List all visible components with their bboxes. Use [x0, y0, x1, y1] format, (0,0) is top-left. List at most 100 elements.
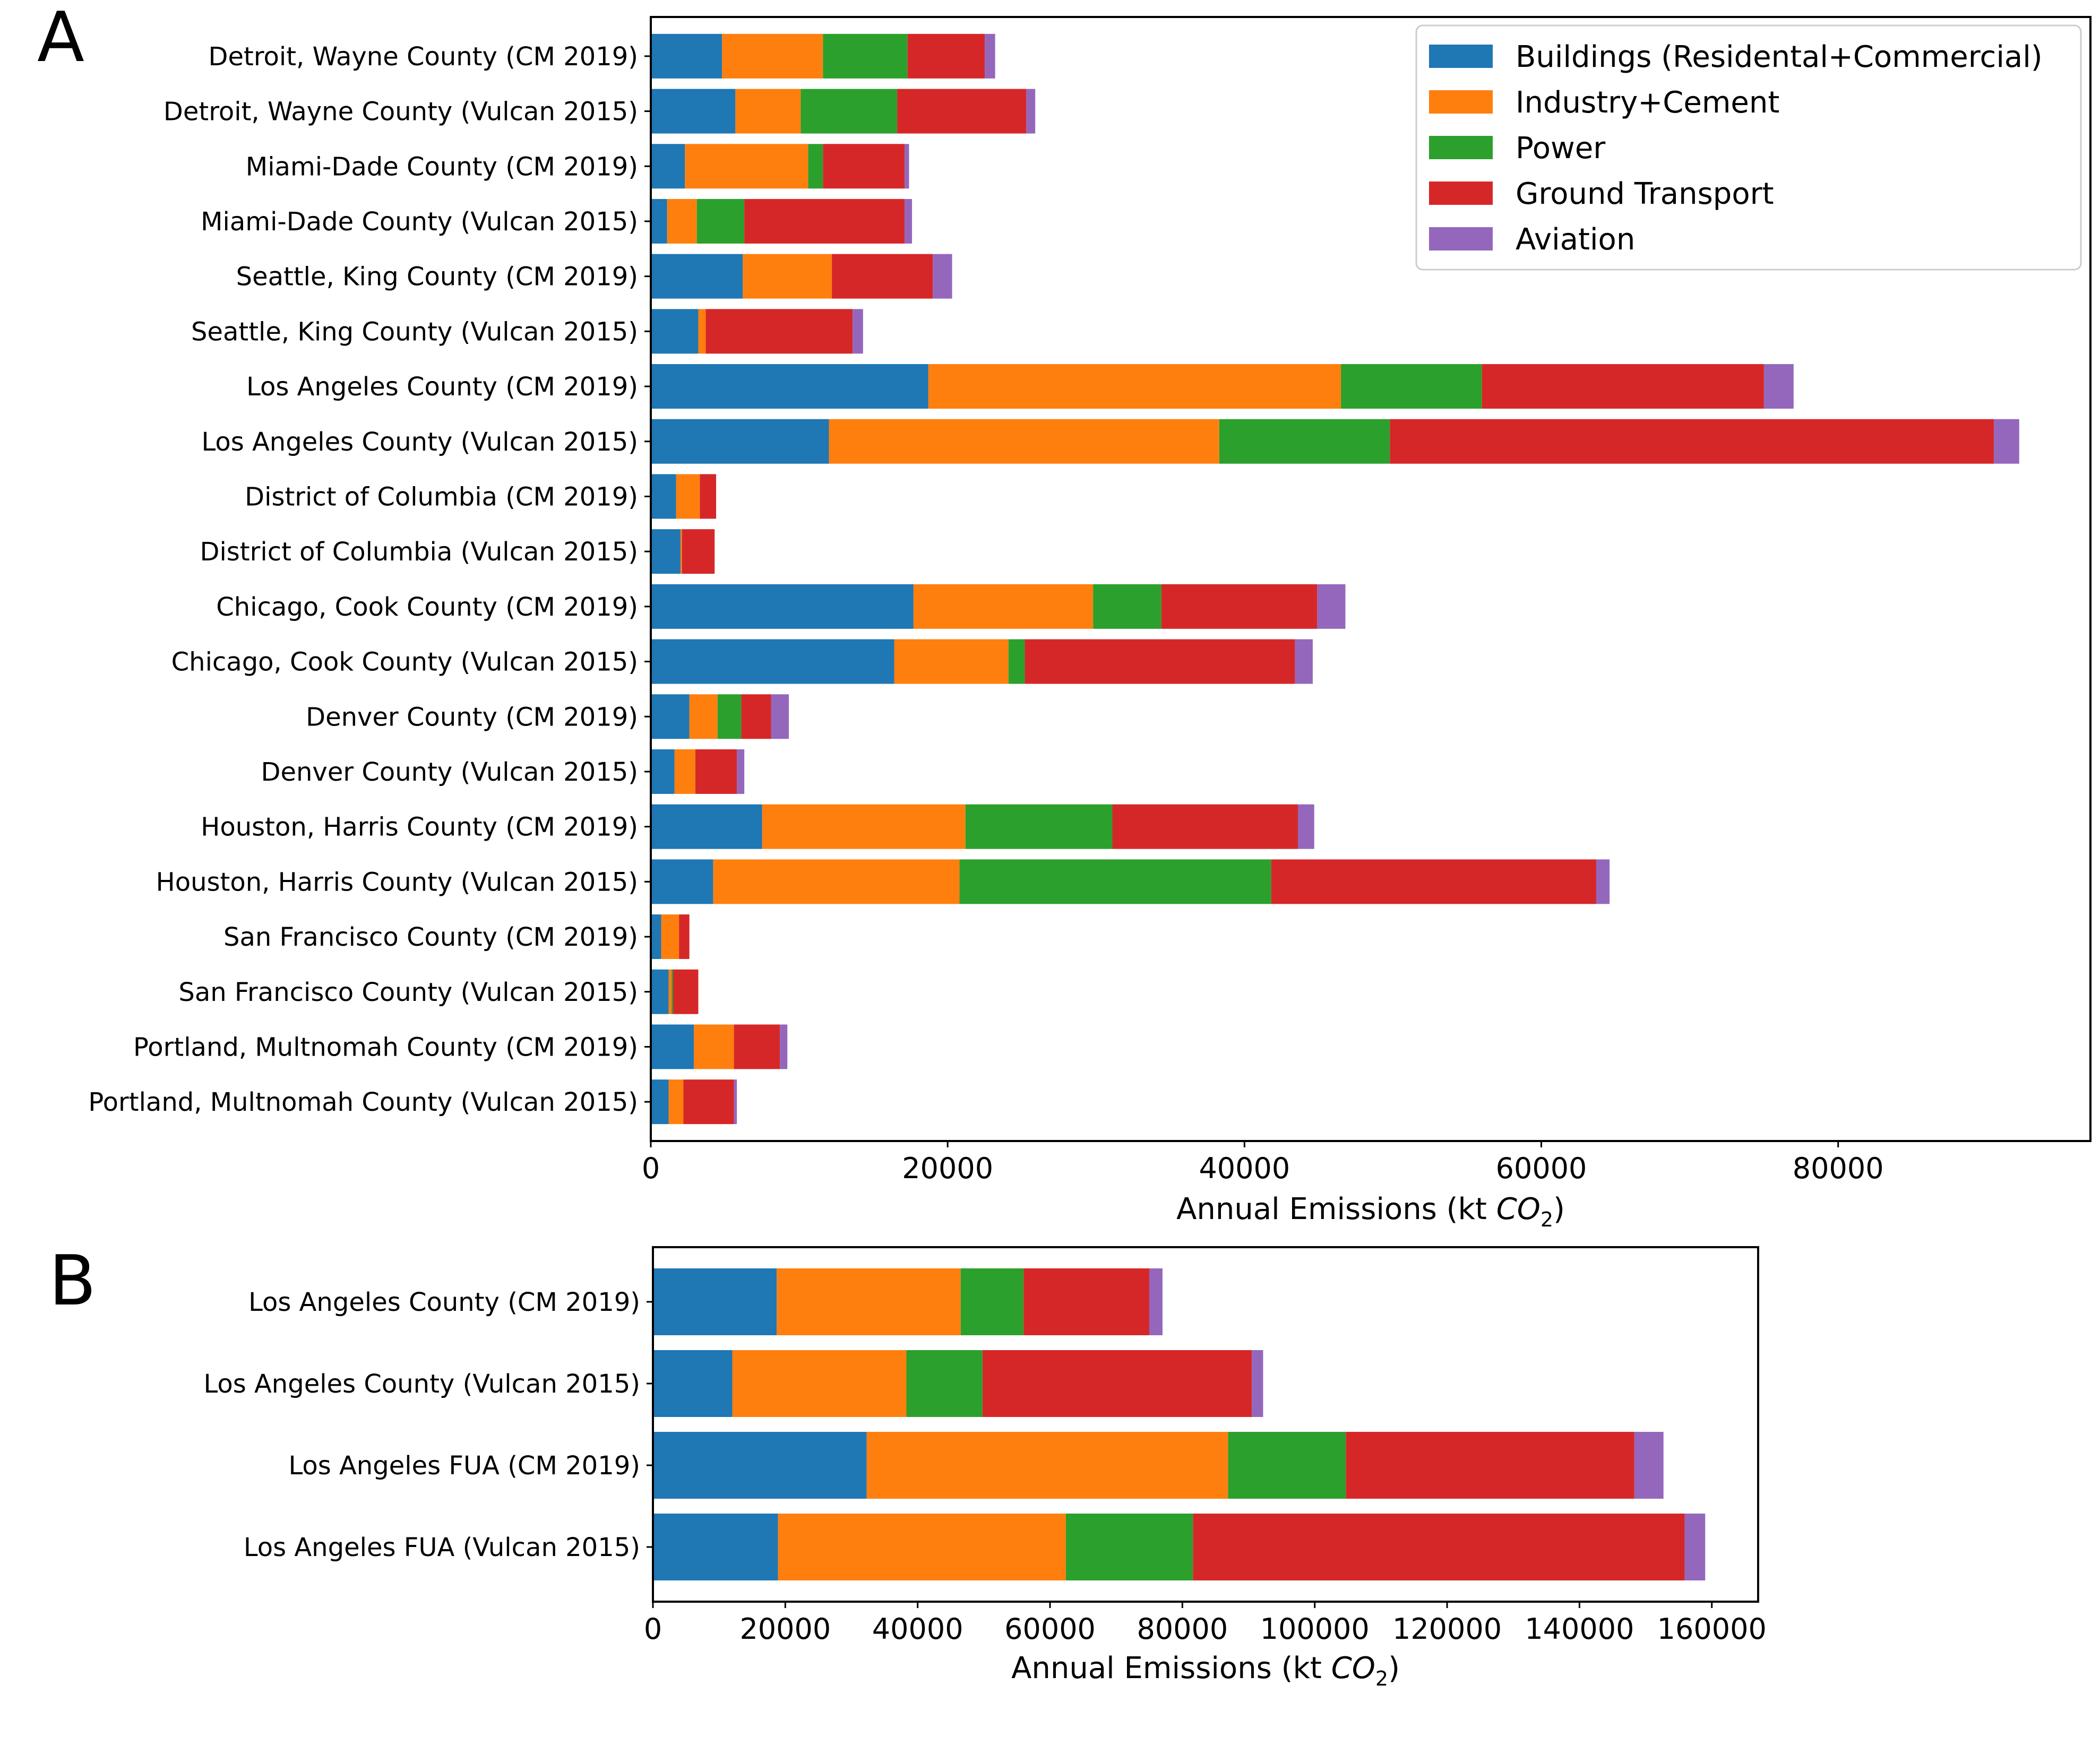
panel-a-x-axis-label: Annual Emissions (kt CO2)	[1176, 1192, 1565, 1231]
bar-segment-buildings	[651, 364, 928, 409]
x-tick-label: 0	[642, 1152, 660, 1185]
x-tick-label: 20000	[902, 1152, 993, 1185]
bar-segment-aviation	[1252, 1350, 1263, 1417]
x-tick-label: 100000	[1260, 1612, 1370, 1646]
legend-swatch-aviation	[1429, 227, 1493, 250]
bar-segment-industry	[676, 474, 700, 519]
bar-segment-aviation	[1684, 1514, 1706, 1580]
bar-segment-aviation	[1763, 364, 1794, 409]
bar-segment-buildings	[653, 1350, 733, 1417]
bar-segment-ground-transport	[741, 694, 771, 739]
bar-segment-buildings	[651, 1024, 694, 1069]
x-tick-label: 120000	[1392, 1612, 1502, 1646]
y-tick-label: Los Angeles County (CM 2019)	[246, 372, 638, 402]
bar-segment-aviation	[1994, 419, 2019, 464]
legend-label-aviation: Aviation	[1516, 222, 1635, 257]
bar-segment-industry	[913, 584, 1094, 629]
bar-segment-industry	[778, 1514, 1066, 1580]
x-tick-label: 0	[644, 1612, 662, 1646]
x-tick-label: 160000	[1657, 1612, 1767, 1646]
bar-segment-buildings	[651, 694, 690, 739]
bar-segment-aviation	[985, 33, 995, 79]
legend-swatch-power	[1429, 136, 1493, 159]
bar-segment-industry	[689, 694, 718, 739]
y-tick-label: Houston, Harris County (CM 2019)	[201, 813, 638, 842]
y-tick-label: Seattle, King County (Vulcan 2015)	[191, 317, 638, 347]
x-tick-label: 40000	[1199, 1152, 1290, 1185]
bar-segment-power	[823, 33, 908, 79]
bar-segment-buildings	[651, 1079, 669, 1125]
bar-segment-ground-transport	[823, 144, 905, 189]
bar-segment-industry	[829, 419, 1219, 464]
y-tick-label: Los Angeles County (Vulcan 2015)	[201, 427, 638, 457]
bar-segment-aviation	[771, 694, 789, 739]
panel-b-x-axis-label: Annual Emissions (kt CO2)	[1011, 1651, 1400, 1690]
panel-b-frame	[652, 1246, 1759, 1603]
bar-segment-industry	[743, 254, 832, 299]
y-tick-label: Los Angeles County (Vulcan 2015)	[203, 1369, 640, 1399]
bar-segment-ground-transport	[1025, 639, 1295, 684]
bar-segment-ground-transport	[734, 1024, 780, 1069]
bar-segment-power	[906, 1350, 983, 1417]
x-tick-label: 60000	[1004, 1612, 1096, 1646]
bar-segment-industry	[713, 859, 960, 904]
bar-segment-aviation	[1596, 859, 1610, 904]
y-tick-label: Miami-Dade County (CM 2019)	[246, 152, 638, 182]
bar-segment-power	[1228, 1432, 1346, 1499]
bar-segment-industry	[928, 364, 1341, 409]
bar-segment-industry	[674, 749, 695, 794]
bar-segment-ground-transport	[1482, 364, 1764, 409]
y-tick-label: Denver County (CM 2019)	[306, 702, 638, 732]
bar-segment-aviation	[905, 144, 909, 189]
bar-segment-aviation	[1295, 639, 1313, 684]
y-tick-label: Los Angeles FUA (Vulcan 2015)	[244, 1533, 640, 1562]
bar-segment-aviation	[1026, 89, 1036, 134]
bar-segment-ground-transport	[1112, 804, 1298, 849]
bar-segment-buildings	[651, 33, 722, 79]
bar-segment-ground-transport	[1390, 419, 1994, 464]
bar-segment-ground-transport	[1271, 859, 1596, 904]
bar-segment-power	[1008, 639, 1025, 684]
bar-segment-buildings	[651, 529, 681, 574]
bar-segment-aviation	[853, 309, 863, 354]
bar-segment-industry	[762, 804, 966, 849]
legend-label-power: Power	[1516, 131, 1606, 166]
bar-segment-industry	[668, 969, 672, 1014]
bar-segment-ground-transport	[683, 1079, 734, 1125]
y-tick-label: Chicago, Cook County (Vulcan 2015)	[171, 647, 638, 677]
y-tick-label: Los Angeles FUA (CM 2019)	[288, 1451, 640, 1481]
bar-segment-ground-transport	[1193, 1514, 1685, 1580]
y-tick-label: San Francisco County (Vulcan 2015)	[178, 978, 638, 1007]
legend-swatch-ground-transport	[1429, 182, 1493, 205]
y-tick-label: Chicago, Cook County (CM 2019)	[216, 592, 638, 622]
bar-segment-buildings	[651, 969, 669, 1014]
legend-swatch-buildings	[1429, 45, 1493, 68]
bar-segment-industry	[680, 529, 682, 574]
bar-segment-power	[696, 198, 745, 244]
bar-segment-buildings	[651, 474, 676, 519]
bar-segment-aviation	[905, 198, 913, 244]
legend-box	[1415, 24, 2082, 271]
bar-segment-ground-transport	[832, 254, 933, 299]
legend-swatch-industry	[1429, 90, 1493, 114]
bar-segment-aviation	[780, 1024, 788, 1069]
bar-segment-ground-transport	[1346, 1432, 1634, 1499]
y-tick-label: District of Columbia (Vulcan 2015)	[200, 537, 639, 567]
y-tick-label: Portland, Multnomah County (CM 2019)	[133, 1032, 638, 1062]
y-tick-label: Detroit, Wayne County (Vulcan 2015)	[163, 97, 638, 127]
bar-segment-ground-transport	[897, 89, 1027, 134]
bar-segment-ground-transport	[705, 309, 853, 354]
y-tick-label: San Francisco County (CM 2019)	[223, 922, 638, 952]
x-tick-label: 140000	[1525, 1612, 1634, 1646]
bar-segment-industry	[667, 198, 697, 244]
bar-segment-ground-transport	[907, 33, 985, 79]
bar-segment-buildings	[651, 419, 829, 464]
y-tick-label: Houston, Harris County (Vulcan 2015)	[156, 867, 638, 897]
panel-b-chart: Los Angeles County (CM 2019) Los Angeles …	[203, 1268, 1767, 1646]
bar-segment-aviation	[1298, 804, 1314, 849]
legend: Buildings (Residental+Commercial) Indust…	[1415, 24, 2082, 271]
bar-segment-power	[808, 144, 823, 189]
bar-segment-ground-transport	[682, 529, 715, 574]
bar-segment-aviation	[1634, 1432, 1664, 1499]
x-tick-label: 40000	[872, 1612, 963, 1646]
